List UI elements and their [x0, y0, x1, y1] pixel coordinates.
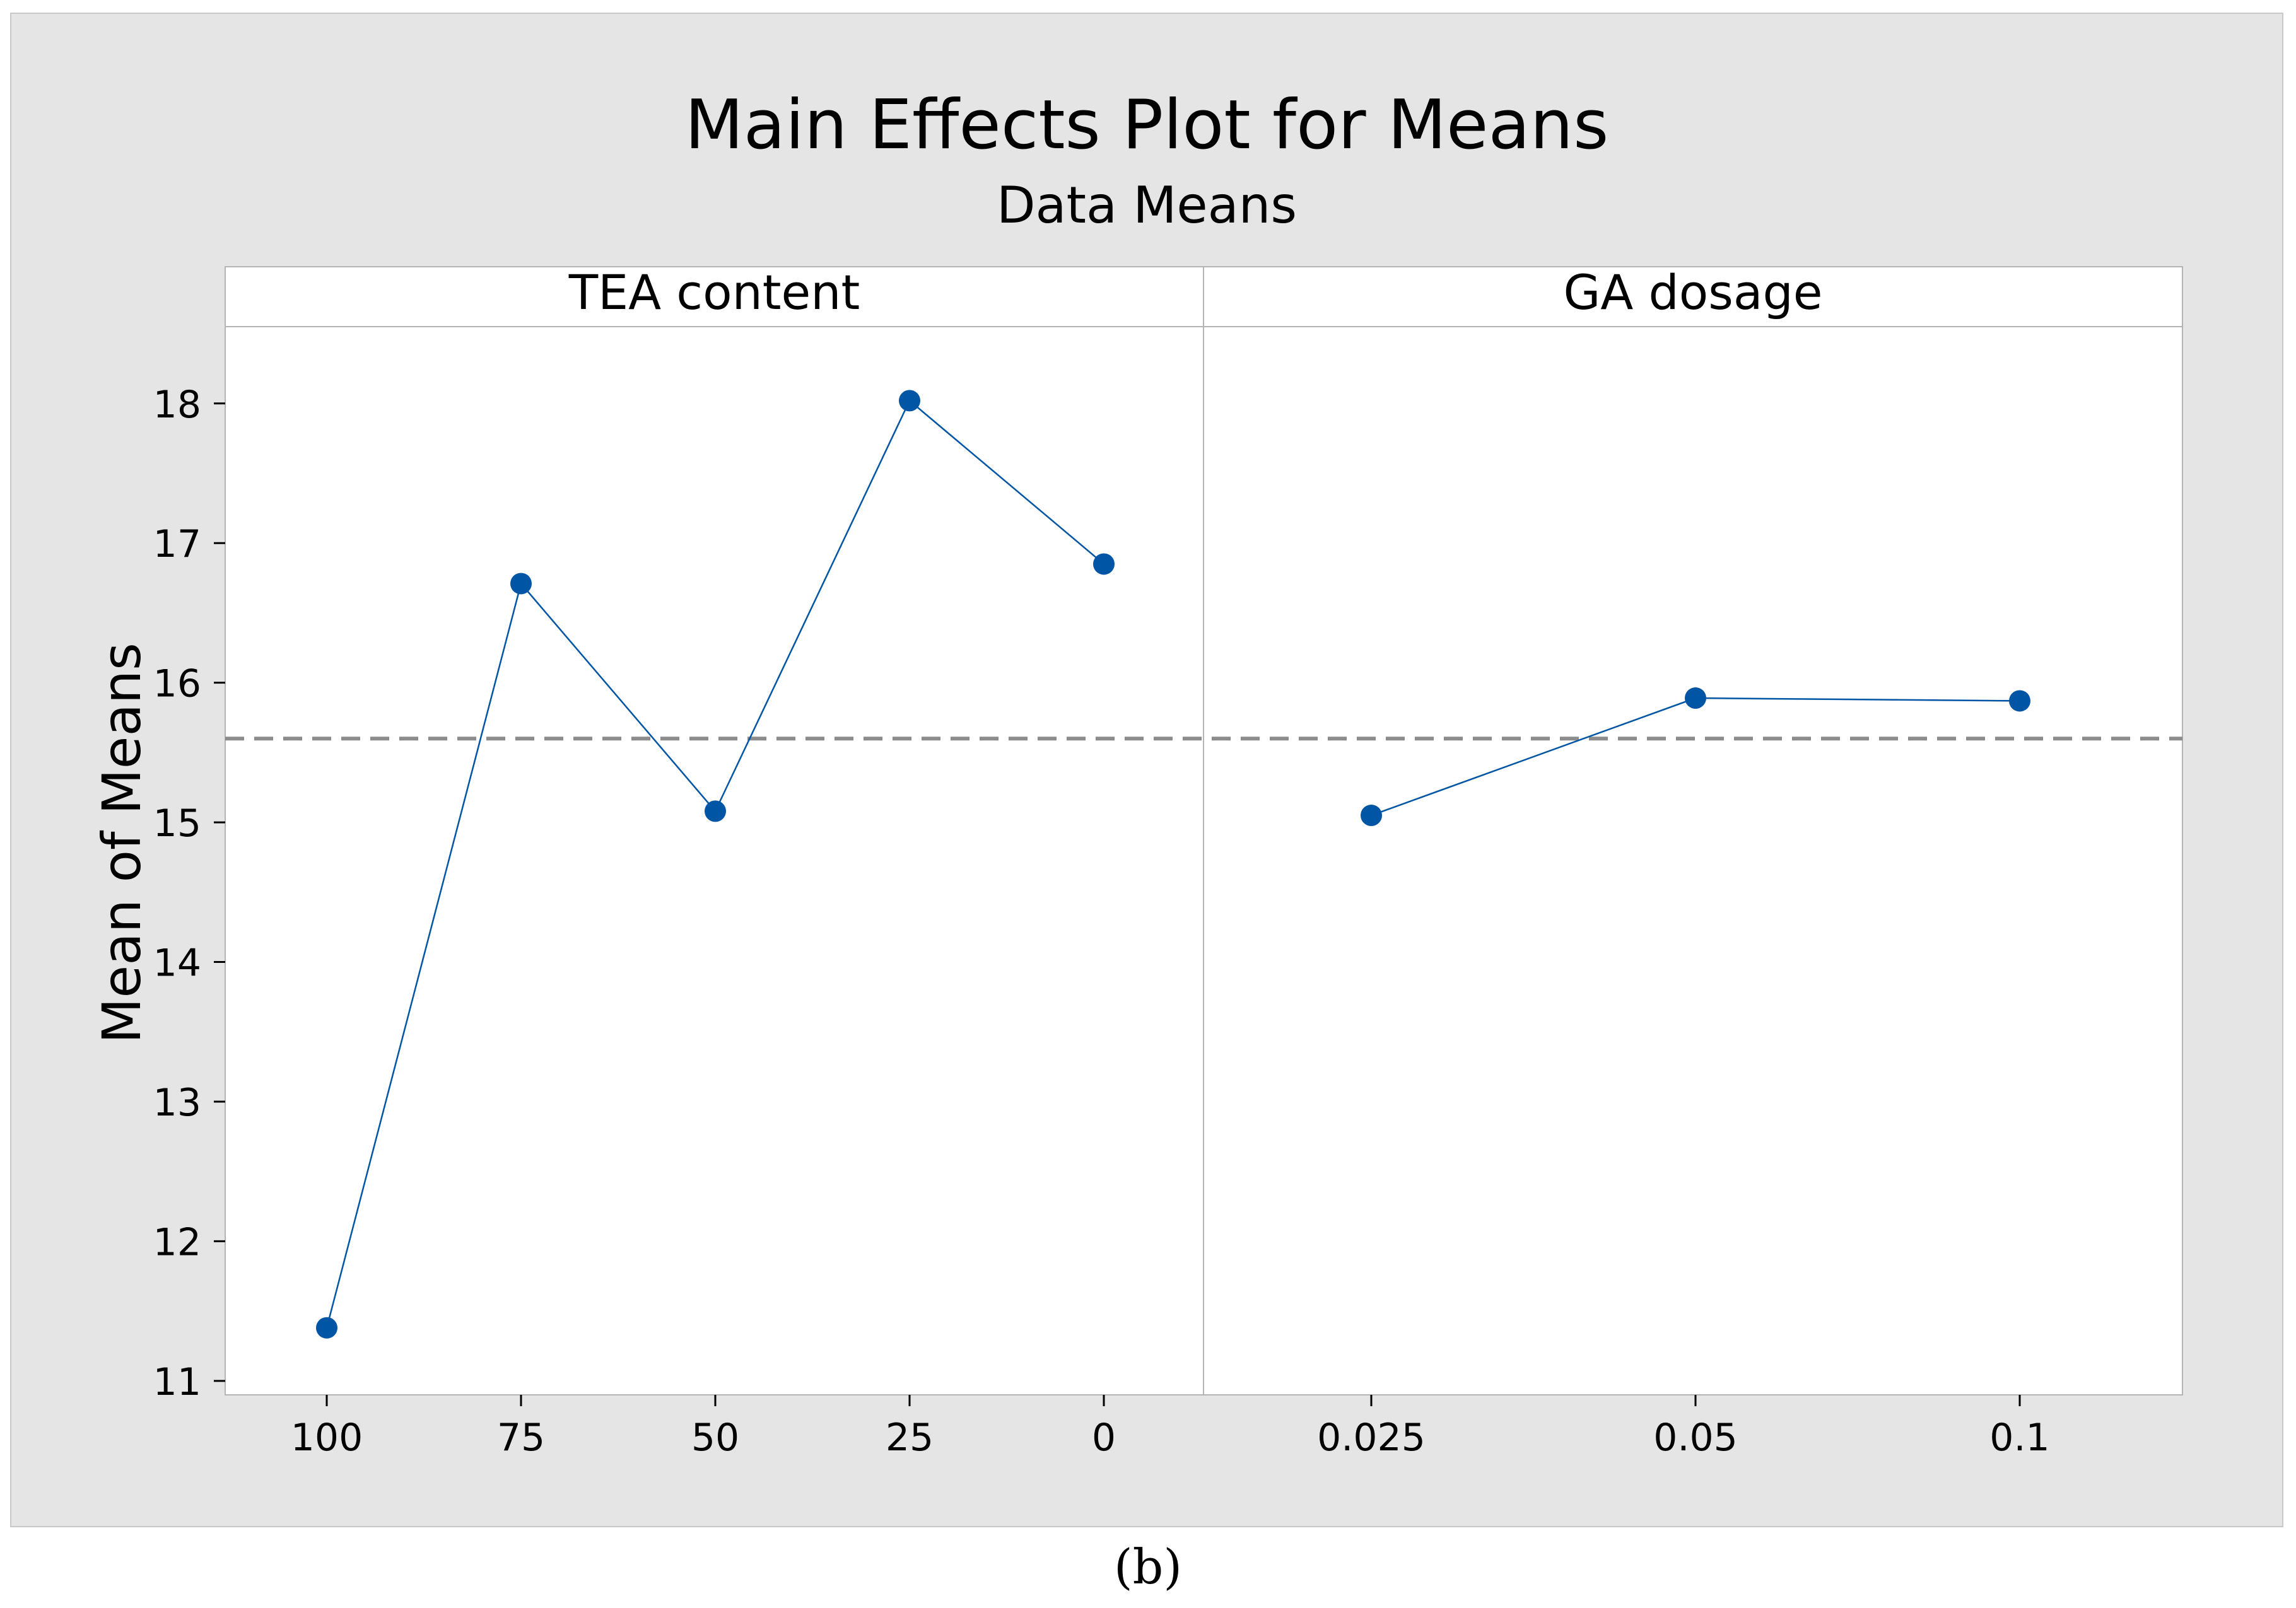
- data-point: [705, 800, 726, 822]
- x-tick-label: 25: [886, 1416, 934, 1460]
- data-point: [899, 390, 920, 412]
- x-tick-label: 50: [691, 1416, 739, 1460]
- x-tick-label: 75: [497, 1416, 545, 1460]
- x-tick-label: 0.1: [1989, 1416, 2049, 1460]
- figure-caption: (b): [1114, 1539, 1182, 1595]
- x-tick-label: 0: [1092, 1416, 1116, 1460]
- chart-title: Main Effects Plot for Means: [684, 86, 1609, 165]
- y-tick-label: 17: [153, 522, 201, 566]
- y-tick-label: 18: [153, 383, 201, 427]
- data-point: [316, 1317, 337, 1339]
- chart-subtitle: Data Means: [996, 176, 1297, 235]
- y-tick-label: 14: [153, 941, 201, 986]
- data-point: [1093, 553, 1115, 575]
- y-tick-label: 12: [153, 1220, 201, 1264]
- facet-title: GA dosage: [1564, 264, 1823, 320]
- data-point: [1361, 805, 1382, 827]
- y-tick-label: 15: [153, 801, 201, 846]
- data-point: [1685, 687, 1706, 709]
- y-tick-label: 13: [153, 1081, 201, 1125]
- data-point: [2009, 690, 2030, 712]
- x-tick-label: 100: [291, 1416, 363, 1460]
- facet-title: TEA content: [568, 264, 860, 320]
- y-tick-label: 16: [153, 662, 201, 706]
- x-tick-label: 0.025: [1317, 1416, 1426, 1460]
- y-tick-label: 11: [153, 1360, 201, 1404]
- data-point: [510, 573, 532, 595]
- x-tick-label: 0.05: [1653, 1416, 1738, 1460]
